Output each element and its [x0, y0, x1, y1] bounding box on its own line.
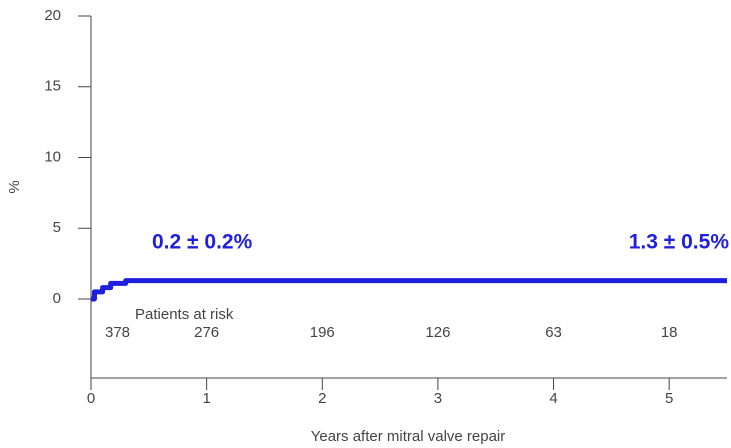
at-risk-value: 126: [425, 324, 450, 341]
at-risk-value: 18: [661, 324, 678, 341]
y-tick-label: 20: [44, 7, 61, 24]
at-risk-value: 196: [310, 324, 335, 341]
y-axis-label: %: [6, 180, 23, 193]
at-risk-value: 378: [105, 324, 130, 341]
at-risk-label: Patients at risk: [135, 306, 234, 323]
x-tick-label: 5: [665, 390, 673, 407]
annotation: 1.3 ± 0.5%: [629, 231, 730, 254]
annotation: 0.2 ± 0.2%: [152, 231, 253, 254]
y-tick-label: 10: [44, 148, 61, 165]
x-axis-label: Years after mitral valve repair: [311, 428, 506, 445]
y-tick-label: 0: [53, 290, 61, 307]
x-tick-label: 0: [87, 390, 95, 407]
at-risk-value: 276: [194, 324, 219, 341]
x-tick-label: 2: [318, 390, 326, 407]
x-tick-label: 1: [202, 390, 210, 407]
x-tick-label: 3: [434, 390, 442, 407]
y-tick-label: 5: [53, 219, 61, 236]
at-risk-value: 63: [545, 324, 562, 341]
x-tick-label: 4: [549, 390, 557, 407]
line: [91, 278, 727, 302]
y-tick-label: 15: [44, 78, 61, 95]
